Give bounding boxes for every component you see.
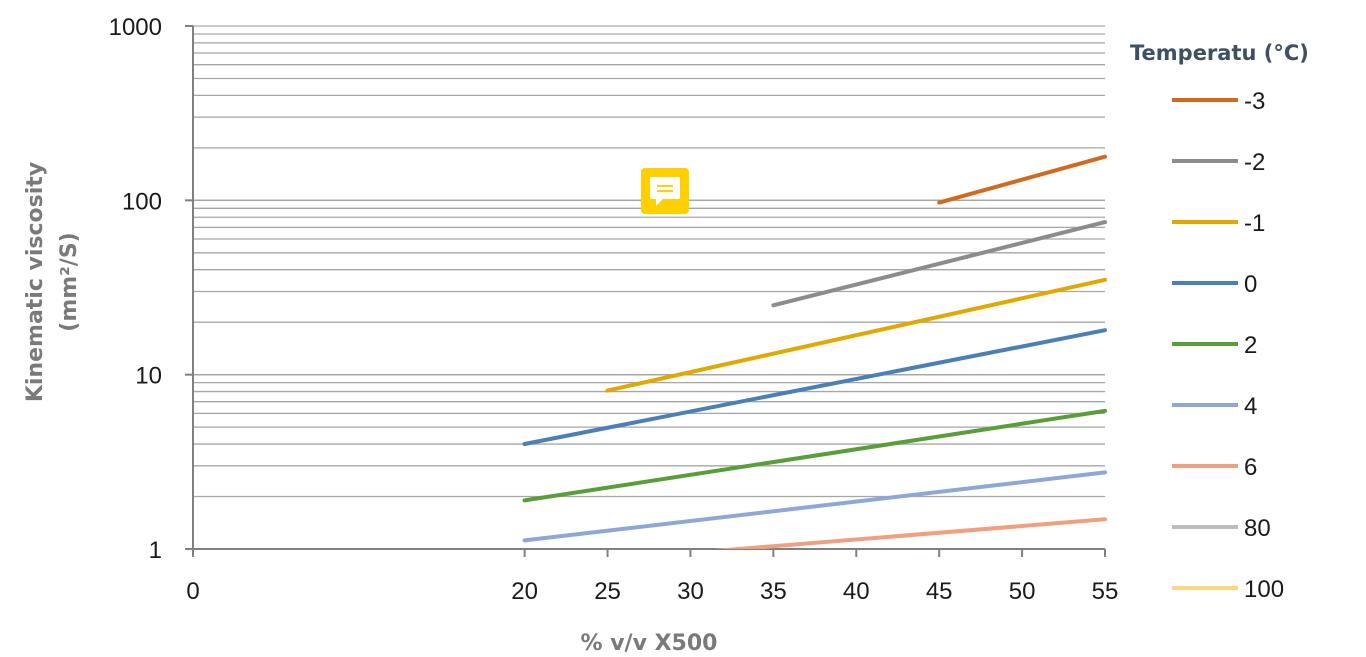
series-lines	[522, 154, 1107, 549]
series-line-6	[713, 517, 1107, 549]
series-line--2	[771, 220, 1107, 308]
y-axis-ticks: 1 10 100 1000	[109, 14, 193, 564]
y-tick-label: 1	[149, 537, 162, 564]
comment-line	[657, 190, 673, 192]
x-tick-label: 40	[843, 578, 870, 605]
series-line-0	[522, 328, 1107, 446]
legend-label: -2	[1244, 149, 1265, 176]
y-tick-label: 1000	[109, 14, 162, 41]
series-line--3	[937, 154, 1107, 205]
y-axis-title-line1: Kinematic viscosity	[23, 162, 48, 402]
y-axis-title: Kinematic viscosity (mm²/S)	[23, 162, 82, 402]
comment-icon[interactable]	[641, 168, 689, 214]
gridlines	[193, 25, 1105, 550]
legend-label: -1	[1244, 210, 1265, 237]
comment-bubble	[650, 177, 680, 206]
legend-label: 6	[1244, 454, 1257, 481]
legend-title: Temperatu (°C)	[1130, 41, 1309, 65]
x-tick-label: 0	[186, 578, 199, 605]
series-line--1	[605, 277, 1107, 393]
y-tick-label: 100	[122, 188, 162, 215]
series-line-4	[522, 470, 1107, 543]
y-axis-title-line2: (mm²/S)	[57, 232, 82, 331]
comment-line	[657, 185, 673, 187]
y-tick-label: 10	[135, 363, 162, 390]
x-tick-label: 35	[760, 578, 787, 605]
x-tick-label: 30	[677, 578, 704, 605]
legend-label: 0	[1244, 271, 1257, 298]
legend-label: 4	[1244, 393, 1257, 420]
legend-label: 2	[1244, 332, 1257, 359]
x-tick-label: 25	[594, 578, 621, 605]
legend-entries: -3 -2 -1 0 2 4 6 80 100	[1172, 88, 1284, 603]
series-line-2	[522, 408, 1107, 503]
x-tick-label: 20	[511, 578, 538, 605]
x-tick-label: 55	[1092, 578, 1119, 605]
x-axis-ticks: 0 20 25 30 35 40 45 50 55	[186, 549, 1118, 605]
x-tick-label: 50	[1009, 578, 1036, 605]
legend-label: 100	[1244, 576, 1284, 603]
legend-label: 80	[1244, 515, 1271, 542]
x-axis-title: % v/v X500	[581, 631, 718, 656]
x-tick-label: 45	[926, 578, 953, 605]
legend: Temperatu (°C) -3 -2 -1 0 2 4 6 80 100	[1130, 41, 1309, 603]
legend-label: -3	[1244, 88, 1265, 115]
